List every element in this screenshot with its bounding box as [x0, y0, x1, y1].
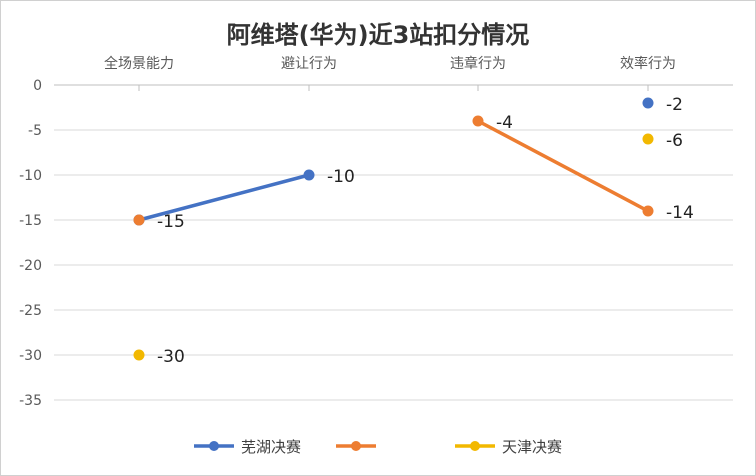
legend-marker	[351, 441, 361, 451]
legend-label: 芜湖决赛	[241, 438, 301, 456]
data-labels: -15 -10 -2 -4 -14 -30 -6	[157, 95, 694, 367]
y-tick-label: -5	[28, 123, 42, 139]
data-point	[642, 205, 654, 217]
y-axis-ticks: 0 -5 -10 -15 -20 -25 -30 -35	[19, 78, 42, 409]
data-point	[472, 115, 484, 127]
x-tick-label: 违章行为	[450, 55, 506, 72]
data-label: -14	[666, 203, 694, 223]
legend-label: 天津决赛	[502, 438, 562, 456]
y-tick-label: -20	[19, 258, 42, 274]
y-tick-label: -15	[19, 213, 42, 229]
y-tick-label: -25	[19, 303, 42, 319]
y-tick-label: -10	[19, 168, 42, 184]
legend-marker	[209, 441, 219, 451]
series-line	[137, 173, 311, 222]
chart-title: 阿维塔(华为)近3站扣分情况	[227, 21, 530, 49]
data-point	[642, 133, 654, 145]
x-tick-label: 避让行为	[281, 56, 337, 72]
x-axis-ticks: 全场景能力 避让行为 违章行为 效率行为	[104, 55, 676, 91]
series-group	[133, 97, 654, 361]
data-label: -10	[327, 167, 355, 187]
data-label: -30	[157, 347, 185, 367]
y-tick-label: 0	[33, 78, 42, 94]
x-tick-label: 全场景能力	[104, 55, 174, 72]
y-tick-label: -30	[19, 348, 42, 364]
gridlines	[54, 84, 733, 401]
series-line	[476, 119, 650, 213]
y-tick-label: -35	[19, 393, 42, 409]
data-label: -4	[496, 113, 513, 133]
legend: 芜湖决赛 天津决赛	[194, 438, 562, 456]
data-point	[303, 169, 315, 181]
data-point	[642, 97, 654, 109]
data-label: -15	[157, 212, 185, 232]
data-point	[133, 349, 145, 361]
data-label: -2	[666, 95, 683, 115]
legend-marker	[470, 441, 480, 451]
x-tick-label: 效率行为	[620, 55, 676, 72]
data-label: -6	[666, 131, 683, 151]
data-point	[133, 214, 145, 226]
